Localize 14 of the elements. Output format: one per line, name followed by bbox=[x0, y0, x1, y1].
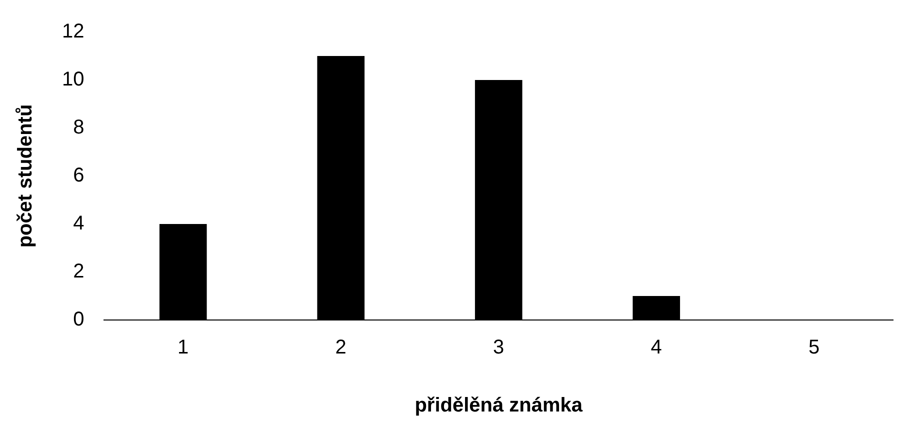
x-tick-label: 2 bbox=[335, 336, 346, 359]
y-tick-label: 8 bbox=[73, 116, 84, 139]
x-tick-label: 1 bbox=[178, 336, 189, 359]
x-tick-label: 3 bbox=[493, 336, 504, 359]
y-tick-label: 4 bbox=[73, 212, 84, 235]
y-tick-label: 0 bbox=[73, 308, 84, 331]
y-tick-label: 2 bbox=[73, 260, 84, 283]
y-axis-title: počet studentů bbox=[14, 104, 37, 248]
x-axis-title: přidělěná známka bbox=[414, 394, 584, 417]
y-tick-label: 6 bbox=[73, 164, 84, 187]
y-tick-label: 12 bbox=[62, 20, 84, 43]
y-tick-label: 10 bbox=[62, 68, 84, 91]
x-tick-label: 4 bbox=[650, 336, 662, 359]
x-tick-label: 5 bbox=[808, 336, 820, 359]
